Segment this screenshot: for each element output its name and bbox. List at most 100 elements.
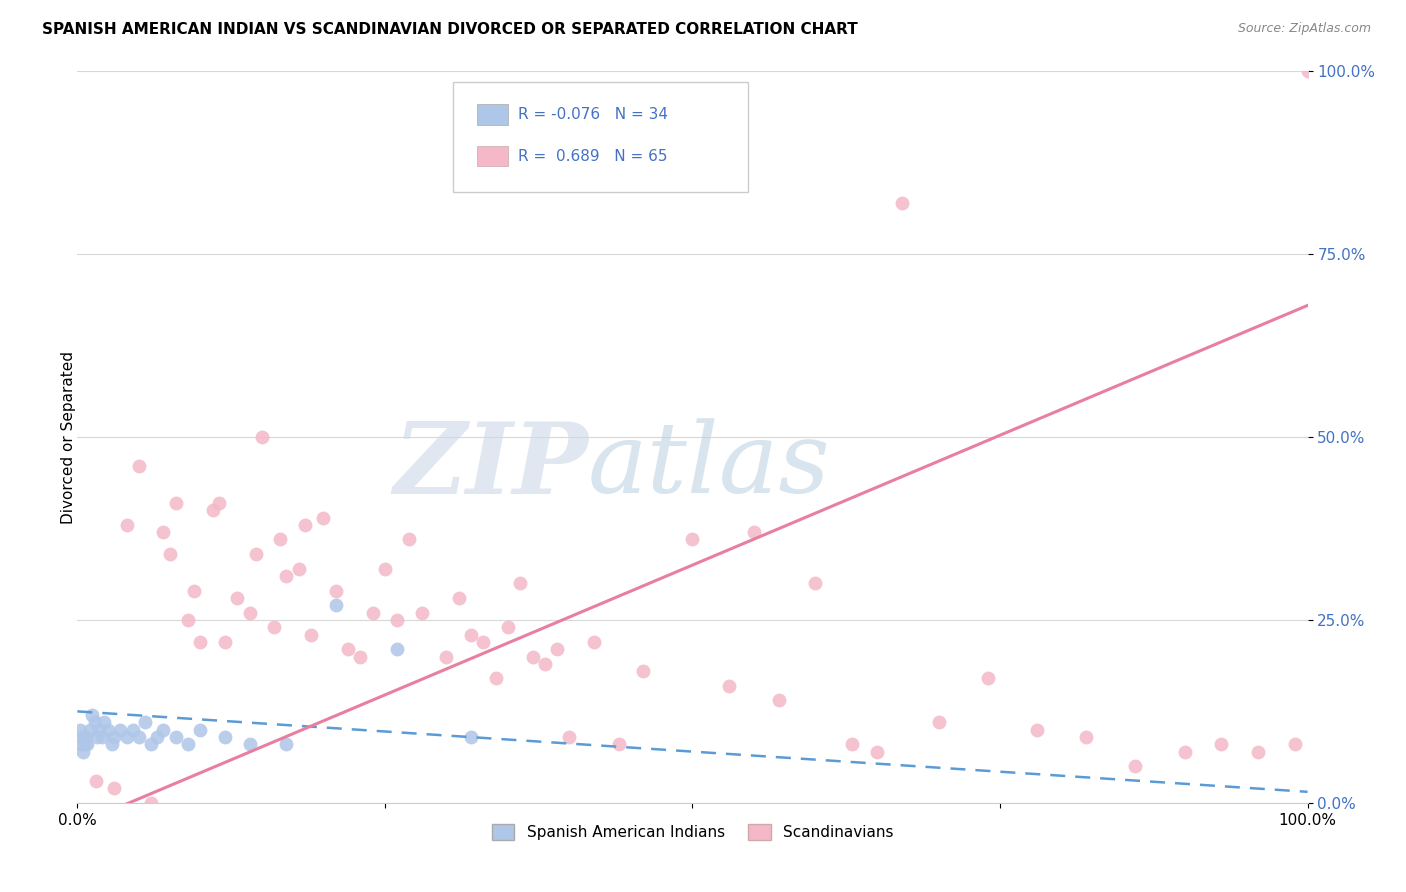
Point — [436, 649, 458, 664]
Point — [385, 642, 409, 657]
Point — [460, 730, 482, 744]
Point — [583, 635, 606, 649]
Point — [75, 730, 97, 744]
Point — [73, 737, 96, 751]
Point — [177, 737, 200, 751]
Point — [485, 672, 508, 686]
Point — [768, 693, 790, 707]
Point — [447, 591, 470, 605]
Point — [128, 459, 150, 474]
Point — [325, 583, 347, 598]
Point — [165, 730, 187, 744]
Point — [93, 715, 115, 730]
Point — [226, 591, 249, 605]
Point — [977, 672, 1000, 686]
Point — [1211, 737, 1233, 751]
Legend: Spanish American Indians, Scandinavians: Spanish American Indians, Scandinavians — [485, 818, 900, 847]
Point — [299, 627, 322, 641]
Text: R = -0.076   N = 34: R = -0.076 N = 34 — [517, 107, 668, 122]
Point — [152, 525, 174, 540]
FancyBboxPatch shape — [477, 104, 508, 125]
Point — [1125, 759, 1147, 773]
Point — [103, 781, 125, 796]
Point — [76, 737, 98, 751]
Point — [208, 496, 231, 510]
Point — [349, 649, 371, 664]
Point — [866, 745, 889, 759]
Point — [607, 737, 630, 751]
Point — [115, 730, 138, 744]
Point — [472, 635, 495, 649]
Point — [276, 569, 298, 583]
Point — [361, 606, 384, 620]
Point — [742, 525, 765, 540]
Point — [101, 737, 124, 751]
Point — [312, 510, 335, 524]
Point — [1284, 737, 1306, 751]
Point — [263, 620, 285, 634]
Point — [460, 627, 482, 641]
Point — [294, 517, 316, 532]
Point — [1026, 723, 1049, 737]
Point — [86, 730, 108, 744]
Point — [82, 708, 104, 723]
Point — [374, 562, 396, 576]
Point — [70, 730, 93, 744]
Point — [558, 730, 581, 744]
Y-axis label: Divorced or Separated: Divorced or Separated — [62, 351, 76, 524]
Point — [522, 649, 544, 664]
Point — [509, 576, 531, 591]
Point — [188, 635, 212, 649]
Point — [1076, 730, 1098, 744]
Point — [546, 642, 568, 657]
Point — [411, 606, 433, 620]
Point — [165, 496, 187, 510]
Point — [633, 664, 655, 678]
Point — [239, 737, 262, 751]
Point — [718, 679, 741, 693]
Point — [928, 715, 950, 730]
Point — [496, 620, 519, 634]
Point — [146, 730, 169, 744]
Point — [177, 613, 200, 627]
Point — [1174, 745, 1197, 759]
Point — [188, 723, 212, 737]
Point — [250, 430, 273, 444]
Point — [79, 723, 101, 737]
Text: ZIP: ZIP — [392, 418, 588, 515]
Point — [1296, 64, 1319, 78]
Point — [141, 796, 163, 810]
Point — [70, 737, 93, 751]
Point — [121, 723, 143, 737]
Point — [134, 715, 156, 730]
Point — [804, 576, 827, 591]
Point — [115, 517, 138, 532]
Point — [201, 503, 224, 517]
Point — [682, 533, 704, 547]
Point — [97, 723, 120, 737]
Point — [239, 606, 262, 620]
Point — [183, 583, 205, 598]
Point — [103, 730, 125, 744]
Text: Source: ZipAtlas.com: Source: ZipAtlas.com — [1237, 22, 1371, 36]
Point — [245, 547, 267, 561]
Point — [288, 562, 311, 576]
Point — [534, 657, 557, 671]
Point — [841, 737, 863, 751]
Point — [90, 730, 114, 744]
Point — [128, 730, 150, 744]
Point — [269, 533, 291, 547]
Point — [337, 642, 360, 657]
Point — [72, 745, 94, 759]
Text: R =  0.689   N = 65: R = 0.689 N = 65 — [517, 149, 668, 164]
Point — [325, 599, 347, 613]
Point — [89, 723, 111, 737]
Text: SPANISH AMERICAN INDIAN VS SCANDINAVIAN DIVORCED OR SEPARATED CORRELATION CHART: SPANISH AMERICAN INDIAN VS SCANDINAVIAN … — [42, 22, 858, 37]
Point — [84, 773, 107, 788]
Point — [110, 723, 132, 737]
Point — [276, 737, 298, 751]
FancyBboxPatch shape — [453, 82, 748, 192]
Point — [159, 547, 181, 561]
FancyBboxPatch shape — [477, 146, 508, 167]
Point — [385, 613, 409, 627]
